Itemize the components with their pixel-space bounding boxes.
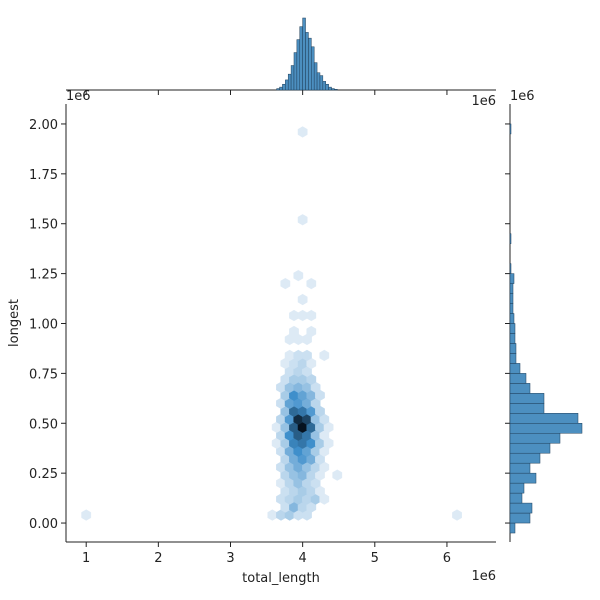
y-tick-label: 0.25 (29, 467, 58, 482)
hist-bar (322, 81, 326, 91)
hist-bar (509, 413, 579, 424)
hist-bar (334, 89, 338, 91)
hist-bar (509, 522, 516, 534)
x-tick-label: 6 (443, 551, 451, 566)
hist-bar (509, 482, 525, 494)
x-tick-label: 3 (226, 551, 234, 566)
hist-bar (509, 512, 531, 524)
hex-cell (306, 277, 317, 290)
right-hist-offset-text: 1e6 (510, 89, 535, 104)
hex-cell (306, 309, 317, 322)
hist-bar (509, 343, 517, 354)
hist-bar (509, 263, 512, 274)
hist-bar (509, 432, 561, 444)
x-tick-label: 5 (371, 551, 379, 566)
hex-cell (297, 214, 308, 226)
hist-bar (328, 86, 332, 91)
hist-bar (311, 46, 315, 91)
hist-bar (293, 52, 298, 91)
y-tick-label: 2.00 (29, 118, 58, 133)
hist-bar (509, 452, 541, 464)
hist-bar (279, 86, 283, 91)
hex-cell (289, 309, 299, 322)
hist-bar (276, 88, 280, 91)
hex-cell (319, 349, 330, 362)
y-tick-label: 0.75 (29, 367, 58, 382)
hex-cell (297, 126, 308, 138)
hist-bar (509, 323, 516, 334)
hist-bar (296, 39, 301, 91)
y-tick-label: 1.25 (29, 268, 58, 283)
x-tick-label: 4 (299, 551, 307, 566)
hist-bar (509, 303, 514, 314)
hist-bar (325, 83, 329, 91)
hex-cell (267, 509, 278, 521)
hex-cell (289, 325, 299, 338)
hist-bar (316, 72, 321, 91)
hex-cell (302, 349, 312, 362)
hist-bar (302, 17, 306, 91)
y-tick-label: 1.00 (29, 317, 58, 332)
y-axis-label: longest (7, 299, 22, 347)
hist-bar (509, 492, 523, 504)
hist-bar (509, 442, 551, 454)
hist-bar (331, 88, 335, 91)
y-tick-label: 1.50 (29, 218, 58, 233)
y-tick-label: 1.75 (29, 168, 58, 183)
x-tick-label: 1 (82, 551, 90, 566)
hist-bar (287, 73, 292, 91)
hex-cell (280, 277, 291, 290)
hist-bar (509, 472, 537, 484)
hist-bar (509, 353, 517, 364)
hist-bar (509, 373, 527, 384)
x-offset-text: 1e6 (471, 569, 496, 584)
hex-cell (81, 509, 92, 521)
hist-bar (509, 403, 545, 414)
hist-bar (299, 26, 303, 91)
hex-cell (332, 469, 343, 481)
top-hist-offset-text: 1e6 (471, 94, 496, 109)
hist-bar (509, 233, 512, 244)
hex-cell (297, 293, 308, 306)
hex-cell (452, 509, 462, 521)
hist-bar (509, 333, 516, 344)
x-axis-label: total_length (242, 571, 320, 586)
x-tick-label: 2 (154, 551, 162, 566)
hex-cell (293, 269, 304, 282)
hist-bar (313, 62, 318, 91)
hex-cell (306, 325, 317, 338)
hist-bar (509, 423, 583, 434)
hist-bar (308, 37, 312, 91)
hist-bar (319, 75, 324, 91)
hist-bar (509, 462, 531, 474)
hist-bar (509, 313, 515, 324)
hist-bar (305, 32, 309, 91)
hist-bar (509, 393, 545, 404)
hist-bar (509, 383, 531, 394)
hist-bar (282, 83, 286, 91)
hist-bar (509, 293, 514, 304)
hist-bar (509, 123, 512, 135)
y-tick-label: 0.00 (29, 517, 58, 532)
y-tick-label: 0.50 (29, 417, 58, 432)
hist-bar (285, 79, 289, 91)
hist-bar (290, 65, 295, 91)
hist-bar (509, 502, 533, 514)
hist-bar (509, 283, 514, 294)
y-offset-text: 1e6 (66, 89, 91, 104)
hex-cell (297, 309, 308, 322)
hist-bar (509, 363, 521, 374)
hist-bar (509, 273, 515, 284)
